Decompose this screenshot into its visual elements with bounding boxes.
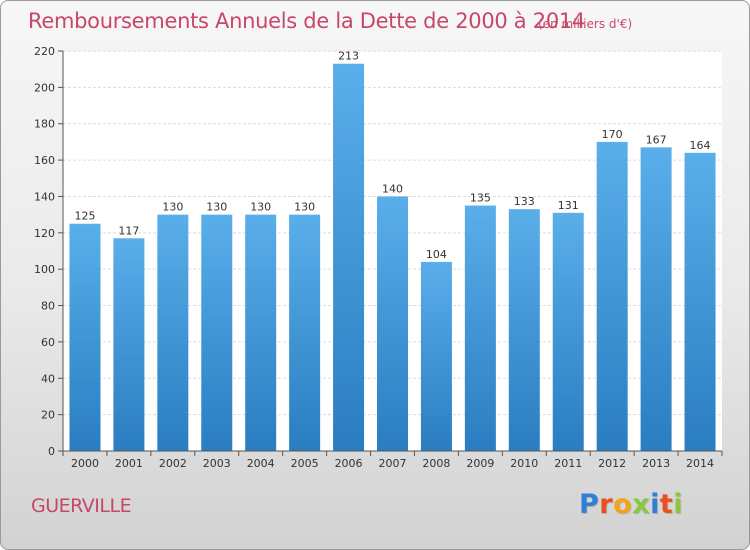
x-tick-label-2000: 2000 (71, 457, 99, 470)
bar-2014 (684, 152, 716, 451)
bar-2008 (420, 261, 452, 451)
logo-letter: i (650, 489, 660, 520)
x-tick-label-2001: 2001 (115, 457, 143, 470)
data-label-2007: 140 (382, 182, 403, 195)
data-label-2006: 213 (338, 50, 359, 63)
bar-2007 (377, 196, 408, 451)
bar-2001 (113, 238, 145, 451)
axes-layer: 0 20 40 60 80 100 120 140 160 180 200 220 2000 2001 20… (34, 45, 723, 470)
x-tick-label-2014: 2014 (686, 457, 714, 470)
x-tick-label-2006: 2006 (335, 457, 363, 470)
x-tick-label-2004: 2004 (247, 457, 275, 470)
y-tick-label: 80 (41, 300, 55, 313)
logo-letter: P (579, 489, 600, 520)
y-tick-label: 100 (34, 263, 55, 276)
x-tick-label-2007: 2007 (379, 457, 407, 470)
bar-2010 (508, 209, 540, 451)
proxiti-logo: Proxiti (579, 489, 683, 520)
bar-2004 (245, 214, 277, 451)
x-tick-label-2010: 2010 (510, 457, 538, 470)
x-tick-label-2008: 2008 (422, 457, 450, 470)
y-tick-label: 0 (48, 445, 55, 458)
bar-2013 (640, 147, 672, 451)
data-label-2011: 131 (558, 199, 579, 212)
y-tick-label: 180 (34, 118, 55, 131)
town-name: GUERVILLE (31, 495, 132, 517)
chart-title: Remboursements Annuels de la Dette de 20… (28, 9, 585, 33)
bar-2000 (69, 223, 101, 451)
data-label-2003: 130 (206, 201, 227, 214)
logo-letter: x (632, 489, 651, 520)
data-label-2005: 130 (294, 201, 315, 214)
bar-2005 (289, 214, 321, 451)
bar-2002 (157, 214, 189, 451)
y-tick-label: 220 (34, 45, 55, 58)
x-tick-label-2013: 2013 (642, 457, 670, 470)
bar-2011 (552, 212, 584, 451)
bar-2003 (201, 214, 233, 451)
logo-letter: t (659, 489, 674, 520)
logo-letter: i (673, 489, 684, 520)
x-tick-label-2009: 2009 (466, 457, 494, 470)
x-tick-label-2002: 2002 (159, 457, 187, 470)
data-label-2001: 117 (118, 224, 139, 237)
data-label-2004: 130 (250, 201, 271, 214)
y-tick-label: 200 (34, 81, 55, 94)
logo-letter: r (599, 489, 614, 520)
y-tick-label: 60 (41, 336, 55, 349)
x-tick-label-2012: 2012 (598, 457, 626, 470)
data-label-2012: 170 (602, 128, 623, 141)
logo-letter: o (613, 489, 633, 520)
data-label-2000: 125 (74, 210, 95, 223)
bar-2009 (464, 205, 496, 451)
data-label-2010: 133 (514, 195, 535, 208)
data-label-2013: 167 (646, 133, 667, 146)
y-tick-label: 120 (34, 227, 55, 240)
data-label-2014: 164 (690, 139, 711, 152)
data-label-2009: 135 (470, 192, 491, 205)
x-tick-label-2005: 2005 (291, 457, 319, 470)
y-tick-label: 160 (34, 154, 55, 167)
chart-subtitle: (en milliers d'€) (538, 17, 633, 31)
data-label-2008: 104 (426, 248, 447, 261)
data-label-2002: 130 (162, 201, 183, 214)
y-tick-label: 140 (34, 190, 55, 203)
bar-2012 (596, 141, 628, 451)
labels-layer: 125 117 130 130 130 130 213 140 104 135 133 131 170 1… (74, 50, 710, 261)
bars-layer (69, 63, 716, 452)
y-tick-label: 20 (41, 409, 55, 422)
x-tick-label-2011: 2011 (554, 457, 582, 470)
y-tick-label: 40 (41, 372, 55, 385)
bar-2006 (333, 63, 365, 452)
x-tick-label-2003: 2003 (203, 457, 231, 470)
